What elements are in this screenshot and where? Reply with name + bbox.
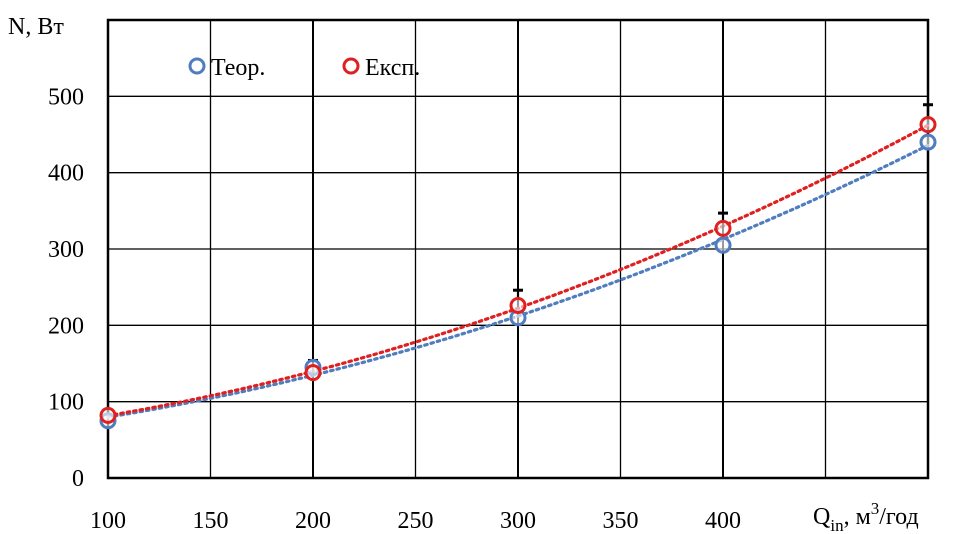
x-tick-label: 100 [90, 508, 126, 534]
legend-marker-eksp [342, 57, 360, 75]
y-tick-label: 200 [48, 313, 84, 339]
data-point-series-1 [919, 116, 937, 134]
data-point-series-0 [919, 133, 937, 151]
data-point-series-0 [714, 236, 732, 254]
data-point-series-1 [509, 296, 527, 314]
x-axis-label: Qin, м3/год [813, 499, 919, 534]
y-tick-label: 500 [48, 84, 84, 110]
legend: Теор. Експ. [188, 55, 420, 81]
plot-border [106, 18, 930, 480]
legend-item-teor: Теор. [188, 55, 265, 81]
legend-item-eksp: Експ. [342, 55, 420, 81]
x-tick-label: 350 [603, 508, 639, 534]
y-tick-label: 100 [48, 390, 84, 416]
x-tick-label: 200 [295, 508, 331, 534]
y-tick-label: 300 [48, 237, 84, 263]
x-tick-label: 300 [500, 508, 536, 534]
data-point-series-1 [714, 219, 732, 237]
data-point-series-1 [304, 364, 322, 382]
x-tick-label: 400 [705, 508, 741, 534]
y-tick-label: 400 [48, 161, 84, 187]
x-tick-label: 150 [193, 508, 229, 534]
y-tick-label: 0 [72, 466, 84, 492]
y-axis-label: N, Вт [8, 14, 64, 40]
data-points [99, 116, 937, 430]
grid [106, 18, 930, 480]
legend-label-eksp: Експ. [365, 55, 420, 81]
legend-marker-teor [188, 57, 206, 75]
legend-label-teor: Теор. [211, 55, 265, 81]
data-point-series-1 [99, 406, 117, 424]
x-tick-label: 250 [398, 508, 434, 534]
